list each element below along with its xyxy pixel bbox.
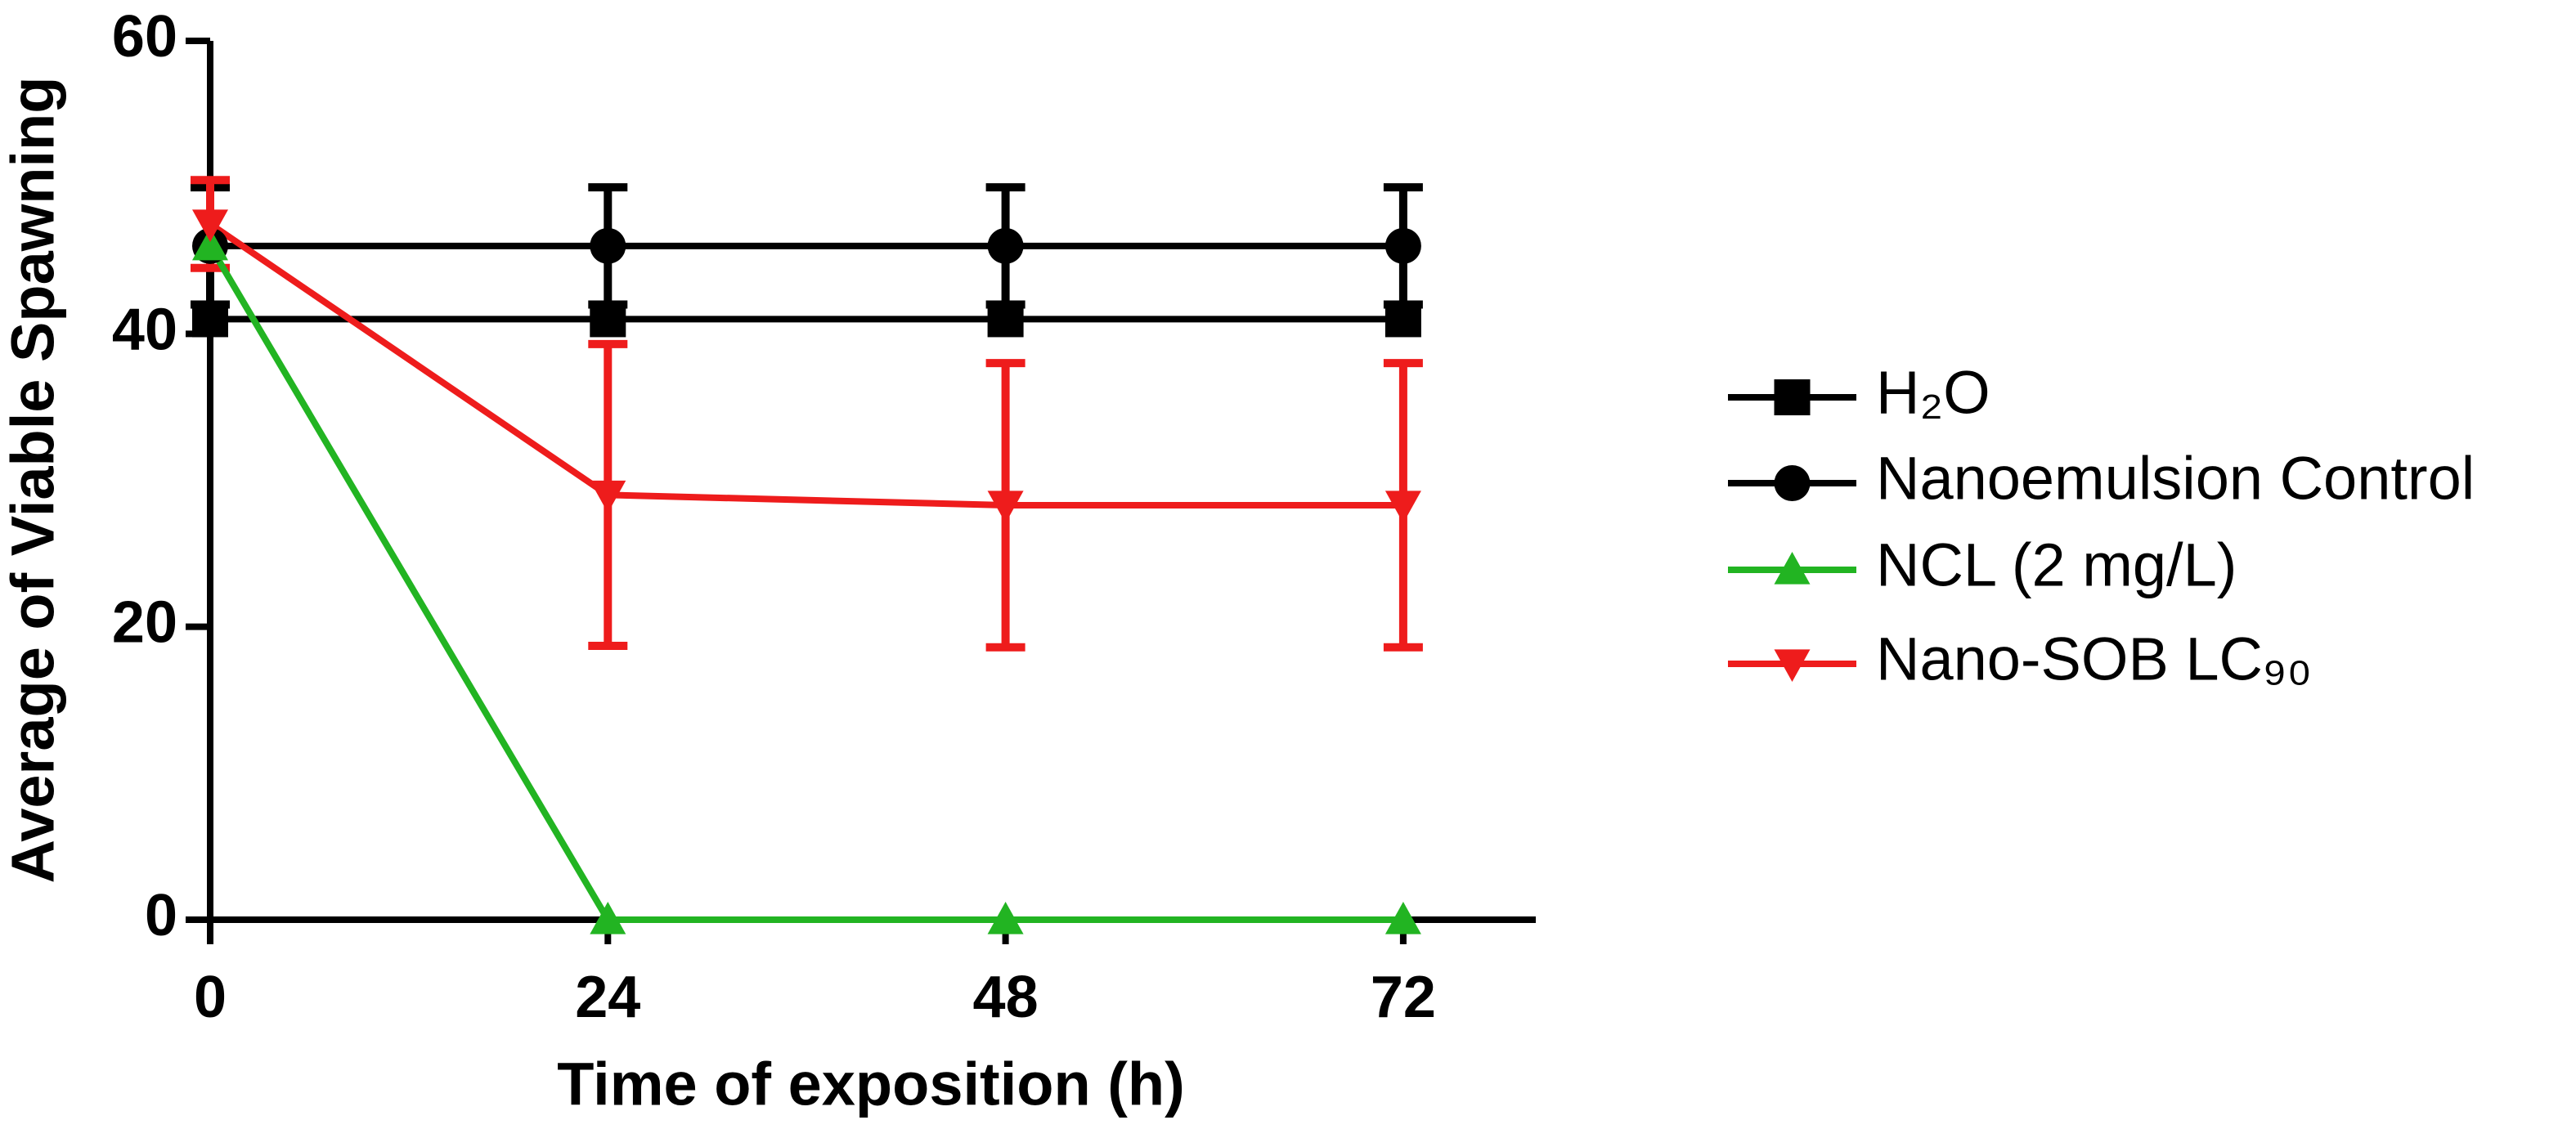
x-tick-label: 72: [1371, 965, 1436, 1030]
marker: [1384, 491, 1421, 523]
y-tick-label: 60: [112, 4, 177, 69]
y-axis-title: Average of Viable Spawning: [0, 77, 67, 884]
series-line: [208, 221, 1403, 509]
x-tick-label: 24: [575, 965, 640, 1030]
y-tick-label: 40: [112, 297, 177, 362]
legend-item: Nano-SOB LC₉₀: [1728, 625, 2312, 693]
marker: [1384, 902, 1421, 934]
marker: [987, 902, 1024, 934]
marker: [192, 209, 228, 242]
marker: [192, 227, 228, 261]
legend-marker: [1774, 552, 1811, 585]
y-tick-label: 20: [112, 590, 177, 656]
legend-item: NCL (2 mg/L): [1728, 531, 2237, 599]
marker: [590, 480, 626, 513]
series-line: [207, 244, 1403, 923]
marker: [1384, 227, 1421, 264]
legend-label: NCL (2 mg/L): [1876, 531, 2237, 599]
legend-marker: [1774, 649, 1811, 682]
x-tick-label: 48: [973, 965, 1039, 1030]
marker: [987, 227, 1024, 264]
marker: [1384, 301, 1421, 338]
legend-item: Nanoemulsion Control: [1728, 445, 2475, 513]
marker: [590, 227, 626, 264]
legend-item: H₂O: [1728, 359, 1990, 427]
y-tick-label: 0: [145, 883, 177, 948]
marker: [192, 301, 228, 338]
marker: [987, 301, 1024, 338]
legend-marker: [1774, 465, 1811, 501]
x-axis-title: Time of exposition (h): [557, 1051, 1184, 1118]
legend-marker: [1774, 379, 1811, 415]
x-tick-label: 0: [194, 965, 227, 1030]
marker: [987, 491, 1024, 523]
marker: [590, 301, 626, 338]
marker: [590, 902, 626, 934]
legend-label: H₂O: [1876, 359, 1990, 427]
legend-label: Nano-SOB LC₉₀: [1876, 625, 2312, 693]
legend-label: Nanoemulsion Control: [1876, 445, 2475, 513]
